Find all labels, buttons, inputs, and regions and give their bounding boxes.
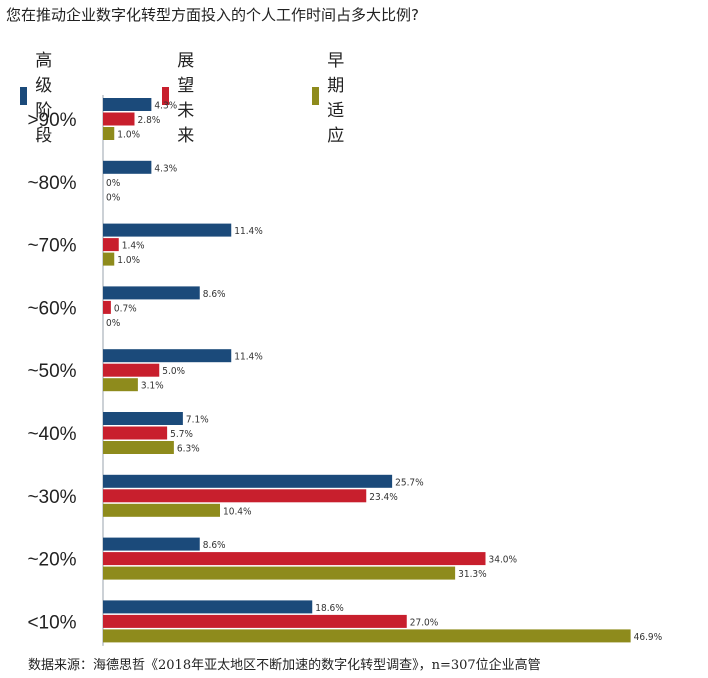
data-label: 0% — [106, 178, 121, 189]
data-label: 25.7% — [395, 477, 424, 488]
legend-label-future: 展望未来 — [177, 51, 196, 146]
bar — [103, 160, 152, 174]
bar — [103, 600, 313, 614]
category-label: ~40% — [27, 424, 76, 445]
category-label: ~70% — [27, 236, 76, 257]
data-label: 3.1% — [141, 381, 164, 392]
data-label: 0% — [106, 318, 121, 329]
chart-title: 您在推动企业数字化转型方面投入的个人工作时间占多大比例? — [6, 6, 419, 24]
data-label: 46.9% — [634, 632, 663, 643]
data-label: 34.0% — [489, 555, 518, 566]
legend-swatch-future — [162, 87, 170, 105]
source-note: 数据来源：海德思哲《2018年亚太地区不断加速的数字化转型调查》，n=307位企… — [28, 658, 541, 673]
data-label: 5.7% — [170, 429, 193, 440]
data-label: 27.0% — [410, 617, 439, 628]
data-label: 18.6% — [315, 603, 344, 614]
category-label: ~50% — [27, 361, 76, 382]
data-label: 8.6% — [203, 540, 226, 551]
bar — [103, 363, 160, 377]
bar — [103, 238, 119, 252]
bar — [103, 629, 631, 643]
data-label: 10.4% — [223, 506, 252, 517]
data-label: 31.3% — [458, 569, 487, 580]
data-label: 8.6% — [203, 289, 226, 300]
bar — [103, 112, 135, 126]
legend-swatch-early — [312, 87, 320, 105]
data-label: 23.4% — [369, 492, 398, 503]
bar — [103, 300, 111, 314]
bar — [103, 223, 232, 237]
data-label: 7.1% — [186, 415, 209, 426]
data-label: 11.4% — [234, 352, 263, 363]
legend-label-early: 早期适应 — [327, 51, 346, 146]
legend-item-future: 展望未来 — [162, 46, 206, 146]
legend-item-early: 早期适应 — [312, 46, 356, 146]
bar — [103, 412, 183, 425]
data-label: 4.3% — [154, 101, 177, 112]
bar — [103, 537, 200, 551]
bar — [103, 489, 367, 503]
bar — [103, 127, 115, 140]
bar — [103, 503, 220, 517]
category-label: ~60% — [27, 298, 76, 319]
bar — [103, 252, 115, 266]
bar-chart: >90% 4.3% 2.8% 1.0% ~80% 4.3% 0% 0% ~70% 11.4% 1.4… — [27, 95, 663, 646]
category-label: ~80% — [27, 173, 76, 194]
data-label: 0% — [106, 192, 121, 203]
data-label: 1.0% — [117, 130, 140, 141]
bar — [103, 474, 393, 488]
legend-label-advanced: 高级阶段 — [35, 51, 54, 146]
bar — [103, 286, 200, 300]
category-label: <10% — [27, 612, 76, 633]
bar — [103, 378, 138, 392]
bar — [103, 349, 232, 363]
category-label: >90% — [27, 110, 76, 131]
bar — [103, 566, 456, 580]
category-label: ~30% — [27, 487, 76, 508]
data-label: 4.3% — [154, 163, 177, 174]
category-label: ~20% — [27, 550, 76, 571]
bar — [103, 98, 152, 111]
bar — [103, 614, 407, 628]
legend-swatch-advanced — [20, 87, 28, 105]
data-label: 1.0% — [117, 255, 140, 266]
data-label: 2.8% — [138, 115, 161, 126]
bar — [103, 552, 486, 566]
legend-item-advanced: 高级阶段 — [20, 46, 64, 146]
data-label: 11.4% — [234, 226, 263, 237]
bar — [103, 426, 168, 440]
bar — [103, 441, 174, 454]
data-label: 0.7% — [114, 303, 137, 314]
data-label: 6.3% — [177, 444, 200, 455]
data-label: 5.0% — [162, 366, 185, 377]
data-label: 1.4% — [122, 241, 145, 252]
